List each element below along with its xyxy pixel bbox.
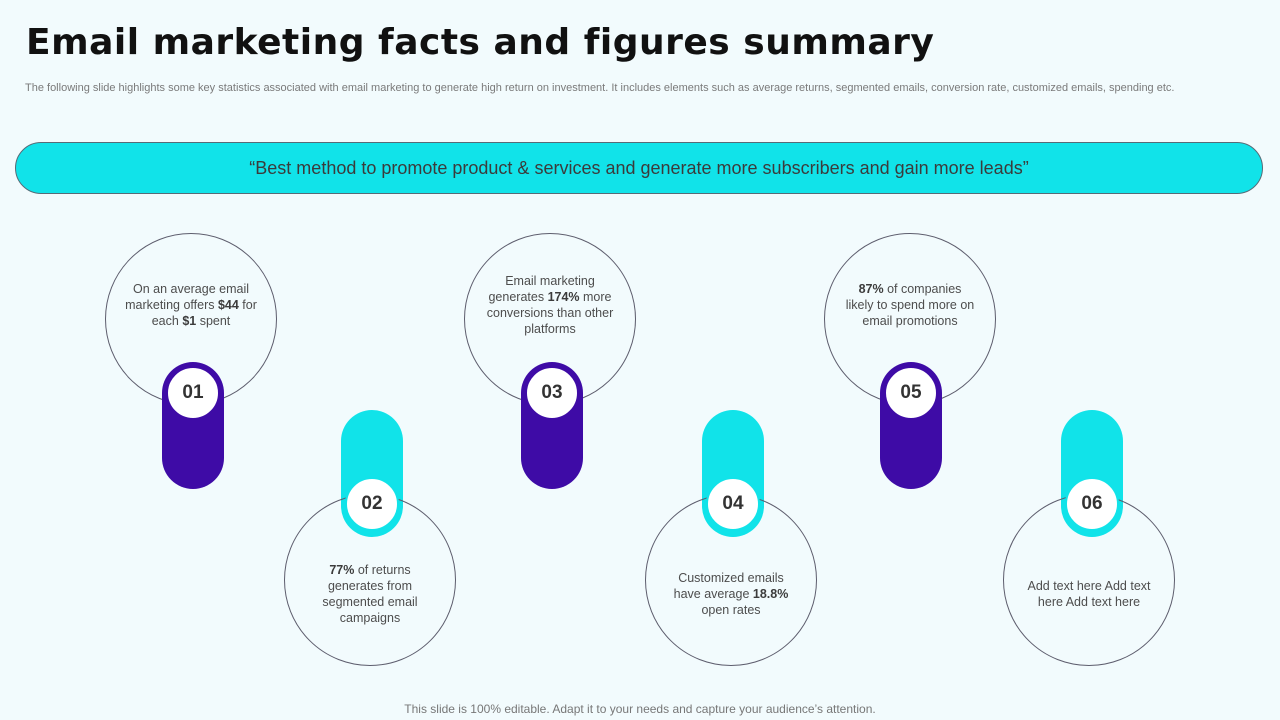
stat-text-segment: Add text here Add text here Add text her… xyxy=(1027,579,1151,609)
stat-text-segment: of returns generates from segmented emai… xyxy=(322,563,418,625)
stat-text-segment: more conversions than other platforms xyxy=(486,290,614,336)
stat-circle-01: On an average email marketing offers $44… xyxy=(105,233,277,405)
number-badge-01: 01 xyxy=(166,366,220,420)
stat-text-segment: of companies likely to spend more on ema… xyxy=(845,282,975,328)
stat-circle-05: 87% of companies likely to spend more on… xyxy=(824,233,996,405)
stat-highlight: 18.8% xyxy=(752,587,789,601)
stat-circle-02: 77% of returns generates from segmented … xyxy=(284,494,456,666)
stat-text-05: 87% of companies likely to spend more on… xyxy=(844,281,976,329)
stat-highlight: $44 xyxy=(217,298,239,312)
number-badge-06: 06 xyxy=(1065,477,1119,531)
quote-banner: “Best method to promote product & servic… xyxy=(15,142,1263,194)
footer-note: This slide is 100% editable. Adapt it to… xyxy=(404,702,876,716)
stat-highlight: 174% xyxy=(547,290,580,304)
stat-text-segment: spent xyxy=(196,314,231,328)
number-badge-04: 04 xyxy=(706,477,760,531)
number-badge-02: 02 xyxy=(345,477,399,531)
stat-text-04: Customized emails have average 18.8% ope… xyxy=(665,570,797,618)
number-badge-03: 03 xyxy=(525,366,579,420)
stat-text-segment: for each xyxy=(151,298,257,328)
stat-text-06: Add text here Add text here Add text her… xyxy=(1023,578,1155,610)
stat-highlight: 77% xyxy=(329,563,355,577)
stat-text-02: 77% of returns generates from segmented … xyxy=(304,562,436,626)
number-badge-05: 05 xyxy=(884,366,938,420)
stat-text-segment: On an average email marketing offers xyxy=(125,282,250,312)
stat-text-01: On an average email marketing offers $44… xyxy=(125,281,257,329)
stat-circle-04: Customized emails have average 18.8% ope… xyxy=(645,494,817,666)
stat-highlight: $1 xyxy=(182,314,197,328)
stat-text-03: Email marketing generates 174% more conv… xyxy=(484,273,616,337)
stat-highlight: 87% xyxy=(858,282,884,296)
stat-text-segment: Customized emails have average xyxy=(673,571,784,601)
stat-text-segment: open rates xyxy=(701,603,761,617)
page-subtitle: The following slide highlights some key … xyxy=(25,82,1175,94)
page-title: Email marketing facts and figures summar… xyxy=(26,22,935,63)
stat-text-segment: Email marketing generates xyxy=(488,274,595,304)
